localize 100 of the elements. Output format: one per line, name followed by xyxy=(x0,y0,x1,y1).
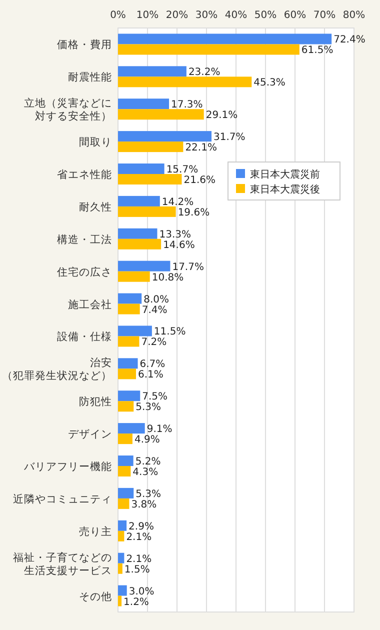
data-label: 14.2% xyxy=(162,196,194,208)
legend-label: 東日本大震災前 xyxy=(250,168,320,180)
data-label: 7.2% xyxy=(141,337,167,348)
y-tick-label: バリアフリー機能 xyxy=(23,460,112,473)
bar xyxy=(118,238,162,250)
x-tick-label: 80% xyxy=(342,10,366,21)
legend-label: 東日本大震災後 xyxy=(250,184,320,196)
x-tick-label: 20% xyxy=(166,10,188,21)
data-label: 22.1% xyxy=(185,142,217,154)
bar xyxy=(118,44,300,55)
data-label: 17.3% xyxy=(171,100,203,111)
data-label: 2.1% xyxy=(126,532,152,543)
data-label: 61.5% xyxy=(301,45,334,56)
bar xyxy=(118,76,252,88)
data-label: 1.2% xyxy=(124,596,149,608)
bar xyxy=(118,131,212,142)
data-label: 5.3% xyxy=(136,488,162,500)
bar xyxy=(118,174,182,184)
data-label: 4.9% xyxy=(134,434,160,446)
y-tick-label: 施工会社 xyxy=(68,298,112,311)
bar xyxy=(118,206,176,217)
data-label: 13.3% xyxy=(159,229,192,240)
bar xyxy=(118,326,152,336)
y-tick-label: デザイン xyxy=(68,428,112,441)
y-tick-label: その他 xyxy=(79,590,112,603)
bar xyxy=(118,466,131,476)
data-label: 45.3% xyxy=(254,78,286,89)
bar xyxy=(118,358,138,369)
y-tick-label: 立地（災害などに対する安全性） xyxy=(24,96,112,123)
bar xyxy=(118,109,204,120)
y-tick-label: 価格・費用 xyxy=(57,38,112,52)
bar xyxy=(118,66,186,77)
bar xyxy=(118,196,160,206)
bar xyxy=(118,585,127,596)
data-label: 21.6% xyxy=(184,175,216,186)
data-label: 2.1% xyxy=(126,554,152,565)
data-label: 72.4% xyxy=(334,34,366,46)
y-tick-label: 住宅の広さ xyxy=(57,265,112,278)
data-label: 11.5% xyxy=(154,326,186,338)
bar xyxy=(118,552,124,564)
data-label: 6.7% xyxy=(140,359,166,370)
bar xyxy=(118,498,130,509)
y-tick-label: 近隣やコミュニティ xyxy=(13,492,112,506)
bar xyxy=(118,423,145,434)
bar xyxy=(118,596,122,606)
bar xyxy=(118,563,122,574)
data-label: 19.6% xyxy=(178,207,210,218)
x-tick-label: 50% xyxy=(254,10,277,21)
y-tick-label: 設備・仕様 xyxy=(57,330,112,344)
bar xyxy=(118,530,124,542)
x-tick-label: 10% xyxy=(136,10,159,21)
data-label: 7.4% xyxy=(142,304,168,316)
data-label: 29.1% xyxy=(206,110,238,122)
data-label: 8.0% xyxy=(144,294,170,306)
y-tick-label: 耐久性 xyxy=(79,201,112,214)
data-label: 9.1% xyxy=(146,424,172,436)
x-tick-label: 0% xyxy=(110,10,126,21)
x-tick-label: 40% xyxy=(224,10,248,21)
data-label: 10.8% xyxy=(152,272,184,284)
bar xyxy=(118,304,140,314)
data-label: 7.5% xyxy=(142,392,168,403)
bar xyxy=(118,293,142,304)
data-label: 1.5% xyxy=(124,564,150,576)
bar xyxy=(118,142,184,152)
bar xyxy=(118,34,332,44)
bar xyxy=(118,228,158,239)
data-label: 6.1% xyxy=(138,370,164,381)
data-label: 14.6% xyxy=(163,240,195,251)
x-tick-label: 60% xyxy=(284,10,306,21)
bar xyxy=(118,520,127,531)
y-tick-label: 構造・工法 xyxy=(57,232,112,246)
y-tick-label: 省エネ性能 xyxy=(57,168,112,181)
data-label: 17.7% xyxy=(172,262,204,273)
data-label: 2.9% xyxy=(128,521,154,532)
bar xyxy=(118,456,134,466)
data-label: 5.3% xyxy=(136,402,162,414)
data-label: 23.2% xyxy=(188,67,220,78)
data-label: 15.7% xyxy=(166,164,198,176)
bar xyxy=(118,260,170,272)
y-tick-label: 治安（犯罪発生状況など） xyxy=(2,356,112,382)
bar xyxy=(118,488,134,498)
data-label: 5.2% xyxy=(135,456,161,468)
data-label: 3.0% xyxy=(128,586,154,598)
bar xyxy=(118,401,134,412)
bar xyxy=(118,336,140,347)
y-tick-label: 防犯性 xyxy=(79,395,112,408)
y-tick-label: 福祉・子育てなどの生活支援サービス xyxy=(13,550,112,577)
bar xyxy=(118,98,170,110)
data-label: 31.7% xyxy=(214,132,246,144)
y-tick-label: 耐震性能 xyxy=(68,70,112,84)
y-tick-label: 間取り xyxy=(79,136,112,149)
bar xyxy=(118,434,132,444)
y-tick-label: 売り主 xyxy=(79,524,112,538)
data-label: 3.8% xyxy=(131,499,157,510)
data-label: 4.3% xyxy=(132,467,158,478)
bar xyxy=(118,368,136,380)
bar xyxy=(118,271,150,282)
x-tick-label: 30% xyxy=(195,10,218,21)
bar xyxy=(118,164,164,174)
x-tick-label: 70% xyxy=(313,10,336,21)
